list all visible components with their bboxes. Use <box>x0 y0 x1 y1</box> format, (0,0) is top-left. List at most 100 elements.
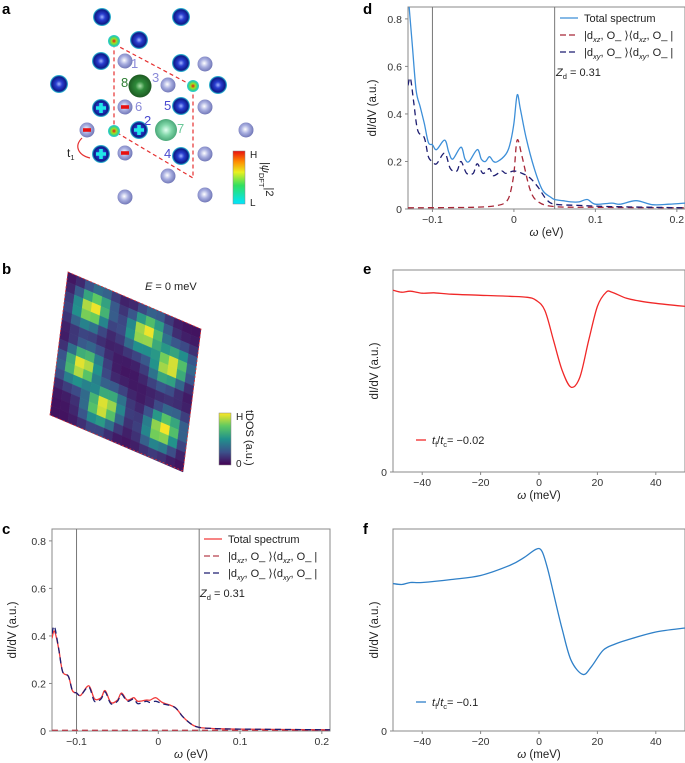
y-tick-label: 0 <box>396 204 402 216</box>
y-tick-label: 0.8 <box>387 14 402 26</box>
site-label-2: 2 <box>144 113 151 128</box>
x-axis-label: ω (meV) <box>517 749 561 761</box>
atom-site-wavefunction <box>187 80 199 92</box>
atom-grey <box>117 189 133 205</box>
y-tick-label: 0 <box>381 726 387 738</box>
atom-blue <box>130 31 148 49</box>
tdos-heatmap: E = 0 meV H 0 tDOS (a.u.) <box>49 271 255 473</box>
x-tick-label: 40 <box>650 477 662 489</box>
plot-frame <box>407 6 685 210</box>
panel-label-d: d <box>363 1 372 18</box>
x-axis-label: ω (meV) <box>517 490 561 502</box>
x-tick-label: −20 <box>472 736 490 748</box>
atom-grey <box>117 53 133 69</box>
colorbar-high-label: H <box>250 150 257 161</box>
x-tick-label: 20 <box>592 477 604 489</box>
minus-sign-icon <box>83 128 91 132</box>
series-line-2 <box>52 625 330 731</box>
atom-grey <box>197 56 213 72</box>
tdos-colorbar-high: H <box>236 412 243 423</box>
wavefunction-colorbar <box>232 150 246 205</box>
atom-blue <box>172 97 190 115</box>
legend-entry: |dxy, O_ ⟩⟨dxy, O_ | <box>228 568 317 582</box>
plus-sign-icon <box>134 125 144 135</box>
site-label-5: 5 <box>164 98 171 113</box>
atom-blue <box>93 8 111 26</box>
site-label-7: 7 <box>177 121 184 136</box>
plot-frame <box>51 528 331 732</box>
series-line-1 <box>408 139 685 209</box>
plus-sign-icon <box>96 149 106 159</box>
site-label-1: 1 <box>131 56 138 71</box>
series-line-0 <box>408 7 685 206</box>
z-annotation: Zd = 0.31 <box>199 588 245 602</box>
tdos-colorbar <box>218 412 232 466</box>
panel-label-b: b <box>2 261 11 278</box>
atom-blue <box>92 52 110 70</box>
y-tick-label: 0.2 <box>31 678 46 690</box>
z-annotation: Zd = 0.31 <box>555 67 601 81</box>
y-axis-label: dI/dV (a.u.) <box>369 342 381 399</box>
site-label-8: 8 <box>121 75 128 90</box>
hopping-label: t1 <box>67 146 75 162</box>
x-tick-label: 20 <box>592 736 604 748</box>
panel-label-a: a <box>2 1 11 18</box>
colorbar-title: |ψDFT|2 <box>257 162 275 196</box>
legend-entry: tf/tc= −0.02 <box>432 435 484 449</box>
x-tick-label: −0.1 <box>66 736 87 748</box>
y-tick-label: 0 <box>40 726 46 738</box>
series-line-2 <box>408 77 685 209</box>
y-tick-label: 0.4 <box>387 109 402 121</box>
x-tick-label: 40 <box>650 736 662 748</box>
x-tick-label: 0 <box>536 477 542 489</box>
atom-grey <box>197 187 213 203</box>
atom-site-wavefunction <box>108 35 120 47</box>
series-line-0 <box>393 289 685 389</box>
legend-entry: |dxz, O_ ⟩⟨dxz, O_ | <box>584 30 673 44</box>
panel-label-f: f <box>363 521 369 538</box>
series-line-0 <box>393 547 685 676</box>
atom-grey <box>160 77 176 93</box>
x-tick-label: 0.2 <box>670 214 685 226</box>
y-tick-label: 0.6 <box>387 61 402 73</box>
y-tick-label: 0.8 <box>31 536 46 548</box>
x-tick-label: −40 <box>413 736 431 748</box>
x-tick-label: 0 <box>536 736 542 748</box>
panel-label-e: e <box>363 261 371 278</box>
y-axis-label: dI/dV (a.u.) <box>7 601 19 658</box>
site-label-3: 3 <box>152 70 159 85</box>
atom-site-wavefunction <box>108 125 120 137</box>
y-tick-label: 0.4 <box>31 631 46 643</box>
tdos-colorbar-low: 0 <box>236 459 242 470</box>
atom-blue <box>172 54 190 72</box>
x-tick-label: −40 <box>413 477 431 489</box>
y-axis-label: dI/dV (a.u.) <box>367 79 379 136</box>
series-line-0 <box>52 630 330 731</box>
heatmap-cell <box>173 458 185 473</box>
chart-c: −0.1 0 0.1 0.2 0 0.2 0.4 0.6 0.8 ω (eV) dI/dV (a.u… <box>7 528 331 761</box>
minus-sign-icon <box>121 151 129 155</box>
x-tick-label: 0.1 <box>588 214 603 226</box>
y-axis-label: dI/dV (a.u.) <box>369 601 381 658</box>
legend-entry: tf/tc= −0.1 <box>432 697 478 711</box>
atom-grey <box>238 122 254 138</box>
hopping-arrow <box>77 137 91 159</box>
atom-grey <box>160 168 176 184</box>
legend-entry: |dxy, O_ ⟩⟨dxy, O_ | <box>584 47 673 61</box>
legend-entry: Total spectrum <box>584 13 656 25</box>
plus-sign-icon <box>96 103 106 113</box>
x-tick-label: 0.2 <box>315 736 330 748</box>
legend-entry: |dxz, O_ ⟩⟨dxz, O_ | <box>228 551 317 565</box>
x-tick-label: 0 <box>155 736 161 748</box>
atom-blue <box>172 8 190 26</box>
atom-site-8 <box>128 74 152 98</box>
atom-blue <box>50 75 68 93</box>
site-label-6: 6 <box>135 99 142 114</box>
x-tick-label: 0 <box>511 214 517 226</box>
heatmap-title: E = 0 meV <box>145 281 197 293</box>
site-label-4: 4 <box>164 146 171 161</box>
